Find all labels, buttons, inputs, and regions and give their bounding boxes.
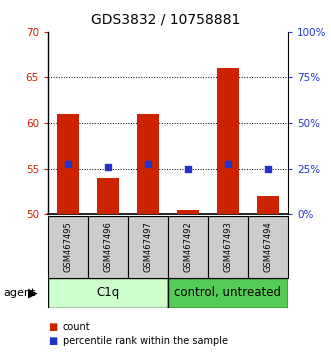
Bar: [97, 178, 119, 214]
Bar: [88, 216, 128, 278]
Text: count: count: [63, 322, 90, 332]
Text: agent: agent: [3, 288, 36, 298]
Text: ▶: ▶: [28, 287, 38, 299]
Text: GSM467496: GSM467496: [104, 222, 113, 272]
Bar: [217, 68, 239, 214]
Bar: [168, 216, 208, 278]
Text: ■: ■: [48, 322, 57, 332]
Text: GSM467494: GSM467494: [263, 222, 272, 272]
Text: GSM467497: GSM467497: [143, 222, 153, 272]
Text: C1q: C1q: [96, 286, 119, 299]
Bar: [208, 216, 248, 278]
Text: GSM467493: GSM467493: [223, 222, 232, 272]
Bar: [128, 216, 168, 278]
Text: ■: ■: [48, 336, 57, 346]
Bar: [248, 216, 288, 278]
Bar: [168, 278, 288, 308]
Bar: [257, 196, 279, 214]
Bar: [57, 114, 79, 214]
Text: GSM467492: GSM467492: [183, 222, 193, 272]
Text: GDS3832 / 10758881: GDS3832 / 10758881: [91, 12, 240, 27]
Text: control, untreated: control, untreated: [174, 286, 281, 299]
Bar: [177, 210, 199, 214]
Bar: [48, 278, 168, 308]
Text: percentile rank within the sample: percentile rank within the sample: [63, 336, 228, 346]
Bar: [137, 114, 159, 214]
Text: GSM467495: GSM467495: [64, 222, 72, 272]
Bar: [48, 216, 88, 278]
